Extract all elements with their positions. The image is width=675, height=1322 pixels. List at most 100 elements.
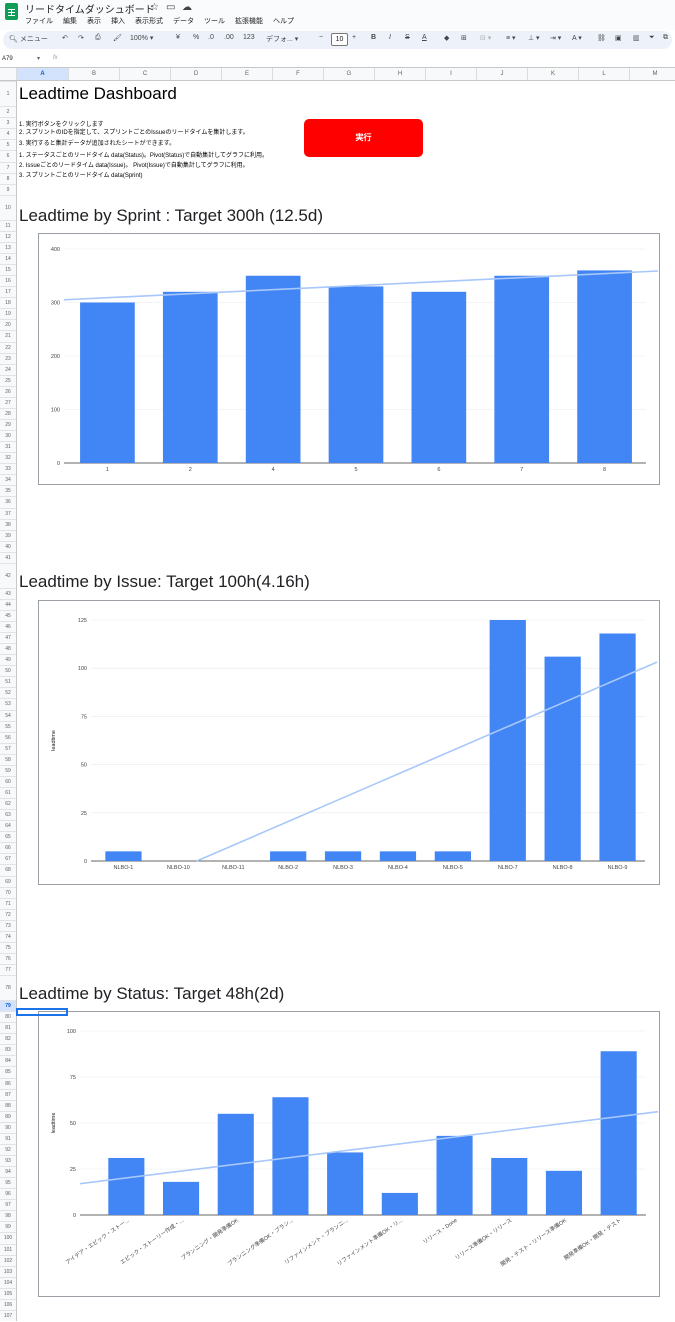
row-header[interactable]: 100 <box>0 1232 16 1243</box>
font-select[interactable]: デフォ... ▾ <box>266 36 299 43</box>
row-header[interactable]: 76 <box>0 952 16 964</box>
menu-item[interactable]: データ <box>173 18 194 25</box>
row-header[interactable]: 46 <box>0 621 16 632</box>
row-header[interactable]: 79 <box>0 1000 16 1012</box>
column-header[interactable]: B <box>68 68 119 80</box>
row-header[interactable]: 26 <box>0 385 16 397</box>
document-title[interactable]: リードタイムダッシュボード <box>25 5 155 16</box>
menu-item[interactable]: 表示形式 <box>135 18 163 25</box>
strikethrough-button[interactable]: S <box>405 34 410 41</box>
font-size-input[interactable]: 10 <box>331 33 348 46</box>
row-header[interactable]: 69 <box>0 875 16 887</box>
row-header[interactable]: 47 <box>0 632 16 643</box>
row-header[interactable]: 9 <box>0 183 16 195</box>
row-header[interactable]: 35 <box>0 485 16 496</box>
row-header[interactable]: 85 <box>0 1066 16 1077</box>
row-header[interactable]: 86 <box>0 1077 16 1089</box>
row-header[interactable]: 101 <box>0 1243 16 1255</box>
row-header[interactable]: 58 <box>0 753 16 765</box>
column-header[interactable]: M <box>629 68 675 80</box>
row-header[interactable]: 45 <box>0 609 16 621</box>
row-header[interactable]: 43 <box>0 587 16 599</box>
move-folder-icon[interactable]: ▭ <box>166 2 176 13</box>
row-header[interactable]: 8 <box>0 172 16 184</box>
row-header[interactable]: 70 <box>0 886 16 898</box>
bar[interactable] <box>599 633 636 861</box>
row-header[interactable]: 14 <box>0 253 16 264</box>
row-header[interactable]: 36 <box>0 496 16 507</box>
row-header[interactable]: 82 <box>0 1033 16 1044</box>
currency-button[interactable]: ¥ <box>176 34 180 41</box>
bar[interactable] <box>327 1152 364 1215</box>
bar[interactable] <box>577 270 632 463</box>
bar[interactable] <box>489 620 526 861</box>
row-header[interactable]: 84 <box>0 1055 16 1066</box>
row-header[interactable]: 39 <box>0 529 16 541</box>
row-header[interactable]: 105 <box>0 1287 16 1299</box>
menu-item[interactable]: 拡張機能 <box>235 18 263 25</box>
star-icon[interactable]: ☆ <box>150 2 159 13</box>
row-header[interactable]: 34 <box>0 474 16 485</box>
menu-item[interactable]: 挿入 <box>111 18 125 25</box>
column-header[interactable]: L <box>578 68 629 80</box>
row-header[interactable]: 57 <box>0 742 16 754</box>
row-header[interactable]: 97 <box>0 1199 16 1210</box>
row-header[interactable]: 60 <box>0 775 16 787</box>
column-header[interactable]: A <box>16 68 68 80</box>
status-chart[interactable]: 0 25 50 75 100 leadtime アイデア・エピック・ストー... エピック・ス… <box>38 1011 660 1297</box>
bar[interactable] <box>411 291 467 463</box>
row-header[interactable]: 51 <box>0 676 16 687</box>
row-header[interactable]: 55 <box>0 720 16 732</box>
row-header[interactable]: 77 <box>0 964 16 975</box>
row-header[interactable]: 30 <box>0 430 16 441</box>
text-rotation-icon[interactable]: A ▾ <box>572 35 582 42</box>
text-wrap-icon[interactable]: ⇥ ▾ <box>550 35 562 42</box>
menu-item[interactable]: ファイル <box>25 18 53 25</box>
row-header[interactable]: 83 <box>0 1044 16 1055</box>
row-header[interactable]: 94 <box>0 1166 16 1177</box>
row-header[interactable]: 24 <box>0 363 16 375</box>
row-header[interactable]: 99 <box>0 1221 16 1232</box>
issue-chart[interactable]: 0 25 50 75 100 125 leadtime NLBO-1 NLBO-10 NLBO-1… <box>38 600 660 885</box>
row-header[interactable]: 92 <box>0 1143 16 1155</box>
increase-decimal-button[interactable]: .00 <box>224 34 234 41</box>
row-header[interactable]: 89 <box>0 1110 16 1122</box>
insert-chart-icon[interactable]: ▥ <box>633 35 640 42</box>
row-header[interactable]: 15 <box>0 264 16 275</box>
row-header[interactable]: 96 <box>0 1188 16 1199</box>
row-header[interactable]: 48 <box>0 643 16 654</box>
row-header[interactable]: 38 <box>0 518 16 530</box>
row-header[interactable]: 4 <box>0 128 16 139</box>
row-header[interactable]: 28 <box>0 407 16 419</box>
text-color-button[interactable]: A <box>422 34 427 41</box>
active-cell[interactable] <box>16 1008 68 1016</box>
row-header[interactable]: 74 <box>0 930 16 942</box>
row-header[interactable]: 52 <box>0 687 16 698</box>
increase-font-size-icon[interactable]: + <box>352 34 357 41</box>
row-header[interactable]: 81 <box>0 1022 16 1033</box>
row-header[interactable]: 37 <box>0 507 16 519</box>
row-header[interactable]: 56 <box>0 731 16 743</box>
row-header[interactable]: 7 <box>0 161 16 173</box>
row-header[interactable]: 88 <box>0 1099 16 1111</box>
row-header[interactable]: 20 <box>0 319 16 330</box>
row-header[interactable]: 22 <box>0 341 16 353</box>
row-header[interactable]: 102 <box>0 1254 16 1266</box>
row-header[interactable]: 29 <box>0 418 16 430</box>
redo-icon[interactable]: ↷ <box>78 35 84 42</box>
column-header[interactable]: F <box>272 68 323 80</box>
bar[interactable] <box>108 1157 145 1215</box>
row-header[interactable]: 95 <box>0 1177 16 1188</box>
row-header[interactable]: 106 <box>0 1298 16 1310</box>
menu-item[interactable]: 編集 <box>63 18 77 25</box>
decrease-font-size-icon[interactable]: − <box>319 34 324 41</box>
row-header[interactable]: 64 <box>0 820 16 831</box>
decrease-decimal-button[interactable]: .0 <box>208 34 214 41</box>
sheets-logo-icon[interactable] <box>5 3 18 20</box>
bar[interactable] <box>436 1135 473 1215</box>
column-header[interactable]: J <box>476 68 527 80</box>
row-header[interactable]: 32 <box>0 452 16 463</box>
row-header[interactable]: 42 <box>0 562 16 588</box>
column-header[interactable]: H <box>374 68 425 80</box>
row-header[interactable]: 5 <box>0 139 16 150</box>
